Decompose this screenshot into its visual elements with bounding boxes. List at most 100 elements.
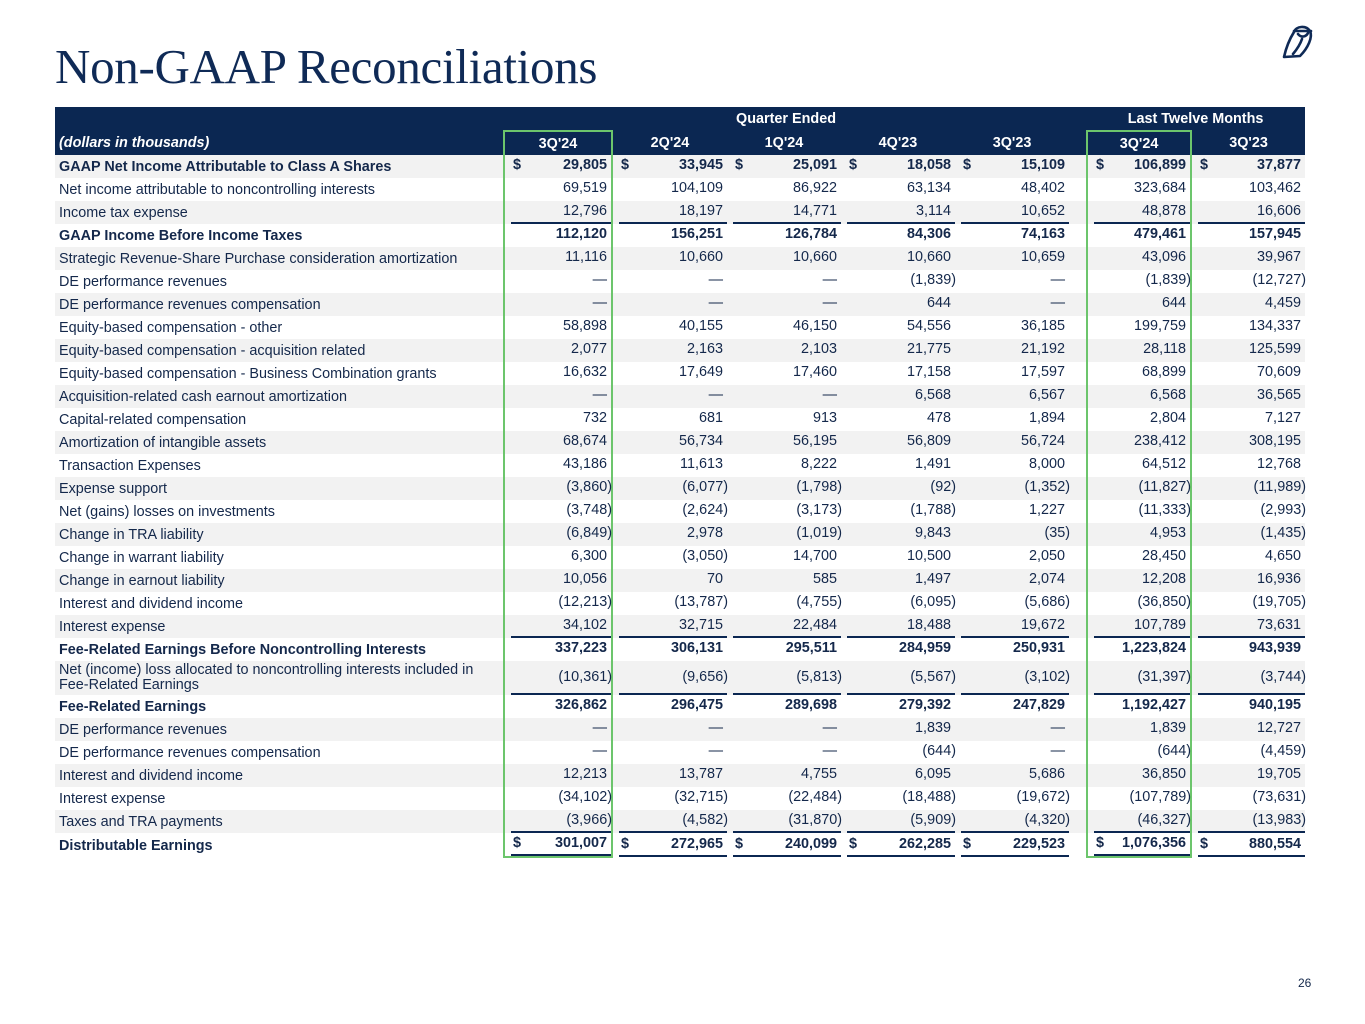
value-cell: (1,839) xyxy=(1086,270,1193,293)
value: (644) xyxy=(1157,743,1192,759)
table-row: DE performance revenues — — — (1,839) — (1,839… xyxy=(55,270,1306,293)
value-cell: $1,076,356 xyxy=(1086,833,1193,858)
value: 644 xyxy=(926,295,951,311)
value: 39,967 xyxy=(1257,249,1302,265)
value-cell: — xyxy=(613,385,727,408)
value-cell: 43,096 xyxy=(1086,247,1193,270)
value-cell: 12,213 xyxy=(503,764,613,787)
value-cell: (13,983) xyxy=(1192,810,1306,833)
value: 156,251 xyxy=(670,226,723,242)
value-cell: 63,134 xyxy=(841,178,955,201)
value: 1,491 xyxy=(914,456,951,472)
value-cell: 16,632 xyxy=(503,362,613,385)
value-cell: (9,656) xyxy=(613,661,728,695)
value-cell: (46,327) xyxy=(1086,810,1193,833)
value-cell: 2,077 xyxy=(503,339,613,362)
value-cell: 3,114 xyxy=(841,201,955,224)
value: — xyxy=(592,387,607,403)
value: (6,849) xyxy=(566,525,612,541)
value-cell: 73,631 xyxy=(1192,615,1306,638)
value: 12,208 xyxy=(1142,571,1187,587)
value: 19,705 xyxy=(1257,766,1302,782)
value: (5,567) xyxy=(910,669,956,685)
value: 940,195 xyxy=(1249,697,1302,713)
value-cell: (35) xyxy=(955,523,1071,546)
value: 1,192,427 xyxy=(1122,697,1187,713)
value-cell: 681 xyxy=(613,408,727,431)
value: 289,698 xyxy=(784,697,837,713)
row-label: Amortization of intangible assets xyxy=(55,431,503,454)
value: 157,945 xyxy=(1249,226,1302,242)
value-cell: 279,392 xyxy=(841,695,955,718)
value: 2,074 xyxy=(1029,571,1066,587)
value-cell: (31,397) xyxy=(1086,661,1193,695)
value-cell: (11,989) xyxy=(1192,477,1306,500)
value-cell: 112,120 xyxy=(503,224,613,247)
value: (9,656) xyxy=(682,669,728,685)
row-label: Acquisition-related cash earnout amortiz… xyxy=(55,385,503,408)
value-cell: 199,759 xyxy=(1086,316,1193,339)
value-cell: — xyxy=(727,293,841,316)
value-cell: 12,727 xyxy=(1192,718,1306,741)
table-row: Strategic Revenue-Share Purchase conside… xyxy=(55,247,1306,270)
value-cell: — xyxy=(503,385,613,408)
value-cell: $18,058 xyxy=(841,155,955,178)
value: 2,804 xyxy=(1150,410,1187,426)
value: 56,195 xyxy=(792,433,837,449)
value: 21,192 xyxy=(1021,341,1066,357)
value-cell: 70,609 xyxy=(1192,362,1305,385)
value-cell: 22,484 xyxy=(727,615,841,638)
value-cell: 56,734 xyxy=(613,431,727,454)
value: 28,118 xyxy=(1143,341,1187,357)
value: 15,109 xyxy=(1021,157,1066,173)
value-cell: — xyxy=(727,270,841,293)
row-label: Transaction Expenses xyxy=(59,457,201,474)
value: 6,568 xyxy=(914,387,951,403)
value: (1,019) xyxy=(796,525,842,541)
value: — xyxy=(592,272,607,288)
value: (19,705) xyxy=(1252,594,1307,610)
value: 37,877 xyxy=(1257,157,1302,173)
value: 56,734 xyxy=(678,433,723,449)
value: (11,333) xyxy=(1138,502,1192,518)
value-cell: — xyxy=(613,293,727,316)
value-cell: 18,488 xyxy=(841,615,955,638)
row-label: Equity-based compensation - acquisition … xyxy=(55,339,503,362)
value-cell: 36,565 xyxy=(1192,385,1306,408)
value-cell: $37,877 xyxy=(1192,155,1306,178)
value-cell: 17,460 xyxy=(727,362,841,385)
page-title: Non-GAAP Reconciliations xyxy=(55,39,598,94)
value-cell: $880,554 xyxy=(1192,833,1306,858)
value: 284,959 xyxy=(898,640,951,656)
value-cell: — xyxy=(613,741,727,764)
value: 199,759 xyxy=(1134,318,1187,334)
row-label: DE performance revenues xyxy=(59,273,227,290)
value-cell: (644) xyxy=(1086,741,1193,764)
value: 14,700 xyxy=(792,548,837,564)
value-cell: 1,192,427 xyxy=(1086,695,1193,718)
table-row: GAAP Net Income Attributable to Class A … xyxy=(55,155,1306,178)
dollar-sign: $ xyxy=(735,836,744,852)
value-cell: 68,899 xyxy=(1086,362,1193,385)
row-label: Fee-Related Earnings Before Noncontrolli… xyxy=(59,641,427,658)
value-cell: (4,459) xyxy=(1192,741,1306,764)
value-cell: (3,860) xyxy=(503,477,613,500)
value-cell: — xyxy=(503,270,613,293)
value-cell: (1,352) xyxy=(955,477,1070,500)
value: 10,500 xyxy=(906,548,951,564)
dollar-sign: $ xyxy=(513,835,522,851)
value: 10,056 xyxy=(562,571,607,587)
value: (3,050) xyxy=(682,548,728,564)
value-cell: 64,512 xyxy=(1086,454,1193,477)
value-cell: (1,839) xyxy=(841,270,956,293)
value-cell: 5,686 xyxy=(955,764,1070,787)
value: 10,659 xyxy=(1021,249,1066,265)
value: (35) xyxy=(1044,525,1071,541)
row-label: Strategic Revenue-Share Purchase conside… xyxy=(55,247,503,270)
value-cell: (4,582) xyxy=(613,810,728,833)
value-cell: 1,894 xyxy=(955,408,1069,431)
value: (18,488) xyxy=(902,789,956,805)
dollar-sign: $ xyxy=(1200,157,1209,173)
value: (22,484) xyxy=(788,789,842,805)
value-cell: — xyxy=(727,718,841,741)
